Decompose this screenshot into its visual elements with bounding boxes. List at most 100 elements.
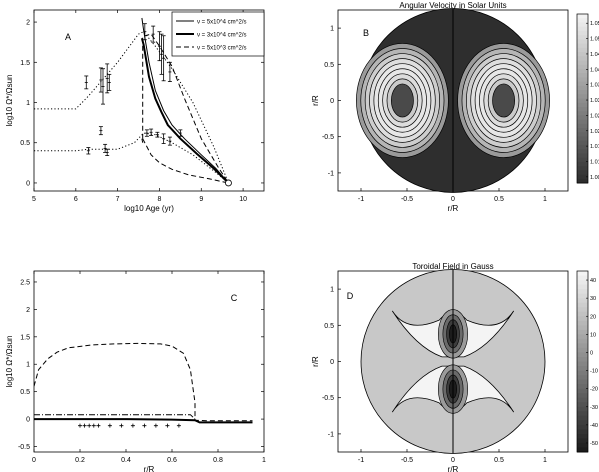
y-tick-label: 0 [330,98,334,105]
colorbar-tick-label: 1.01 [590,159,599,165]
series-line-2 [34,418,253,424]
panel-label: B [363,28,369,38]
colorbar-tick-label: 1.04 [590,67,599,73]
colorbar-band [577,438,588,444]
colorbar-band [577,68,588,74]
colorbar-D: 40 30 20 10 0 -10 -20 -30 -40 -50 [576,270,598,453]
y-tick-label: 0.5 [20,140,30,147]
colorbar-band [577,271,588,277]
colorbar-band [577,123,588,129]
y-axis-label: log10 Ω*/Ωsun [5,336,14,388]
colorbar-band [577,411,588,417]
colorbar-band [577,397,588,403]
plus-point-10 [165,423,170,428]
colorbar-band [577,415,588,421]
colorbar-tick-label: 20 [590,314,596,320]
colorbar-tick-label: 40 [590,278,596,284]
x-tick-label: -1 [358,196,364,203]
colorbar-band [577,153,588,159]
y-tick-label: 1 [26,100,30,107]
colorbar-band [577,18,588,23]
panel-label: A [65,32,71,42]
y-tick-label: 1.5 [20,60,30,67]
colorbar-band [577,128,588,133]
y-tick-label: 0.5 [20,389,30,396]
colorbar-band [577,35,588,40]
colorbar-band [577,149,588,154]
x-tick-label: 0 [32,457,36,464]
y-tick-label: -0.5 [18,444,30,451]
plot-frame [33,9,265,192]
y-tick-label: 1 [330,26,334,33]
colorbar-band [577,298,588,304]
colorbar-tick-label: 1.05 [590,37,599,43]
x-tick-label: 0 [451,196,455,203]
panel-B: -1 -0.5 0 0.5 1 -1 -0.5 0 0.5 1 Angular Velocity i… [311,1,569,213]
colorbar-band [577,14,588,19]
colorbar-band [577,356,588,362]
colorbar-band [577,132,588,138]
x-tick-label: 10 [239,196,247,203]
legend-entry-2: ν = 5x10^3 cm^2/s [197,46,247,52]
series-line-0 [34,342,253,422]
colorbar-band [577,293,588,299]
colorbar-band [577,178,588,184]
y-tick-label: 2.5 [20,279,30,286]
colorbar-band [577,388,588,394]
colorbar-tick-label: 1.03 [590,98,599,104]
series-line-1 [34,414,196,420]
plus-point-8 [142,423,147,428]
colorbar-band [577,136,588,142]
y-axis-label: r/R [311,95,320,106]
x-tick-label: 0.4 [121,457,131,464]
colorbar-band [577,94,588,99]
colorbar-band [577,379,588,385]
series-line-2 [141,33,229,184]
colorbar-tick-label: 0 [590,350,593,356]
y-tick-label: 0.5 [324,62,334,69]
plus-point-9 [153,423,158,428]
colorbar-tick-label: -50 [590,441,598,447]
x-tick-label: 0.5 [494,457,504,464]
colorbar-band [577,119,588,125]
plus-point-5 [107,423,112,428]
colorbar-frame [576,270,589,453]
colorbar-band [577,157,588,163]
y-tick-label: 0.5 [324,323,334,330]
panel-D: -1 -0.5 0 0.5 1 -1 -0.5 0 0.5 1 Toroidal Field in … [311,262,569,472]
plus-point-3 [91,423,96,428]
colorbar-band [577,311,588,317]
plus-point-0 [78,423,82,428]
map-title: Toroidal Field in Gauss [412,262,493,271]
panel-label: D [347,291,354,301]
colorbar-band [577,77,588,83]
colorbar-band [577,170,588,176]
plot-frame [33,270,265,453]
series-line-4 [34,132,229,184]
plus-point-2 [87,423,92,428]
legend: ν = 5x10^4 cm^2/s ν = 3x10^4 cm^2/s ν = 5x… [171,11,265,57]
x-axis-label: r/R [144,465,155,472]
colorbar-band [577,366,588,372]
x-tick-label: 0.8 [213,457,223,464]
colorbar-B: 1.055 1.05 1.045 1.04 1.035 1.03 1.025 1.02 1.01… [576,13,599,184]
colorbar-tick-label: 1.035 [590,83,599,89]
colorbar-band [577,424,588,430]
plus-point-1 [82,423,87,428]
colorbar-band [577,111,588,116]
colorbar-band [577,393,588,399]
colorbar-tick-label: -20 [590,387,598,393]
x-tick-label: 0.2 [75,457,85,464]
colorbar-band [577,320,588,326]
colorbar-band [577,56,588,61]
colorbar-tick-label: 1.025 [590,113,599,119]
panel-label: C [231,293,238,303]
colorbar-band [577,174,588,180]
plus-point-7 [130,423,135,428]
panel-C: 0 0.2 0.4 0.6 0.8 1-0.500.511.522.5Cr/Rlog10 … [5,270,266,472]
y-tick-label: 0 [26,180,30,187]
colorbar-band [577,30,588,36]
colorbar-band [577,338,588,344]
